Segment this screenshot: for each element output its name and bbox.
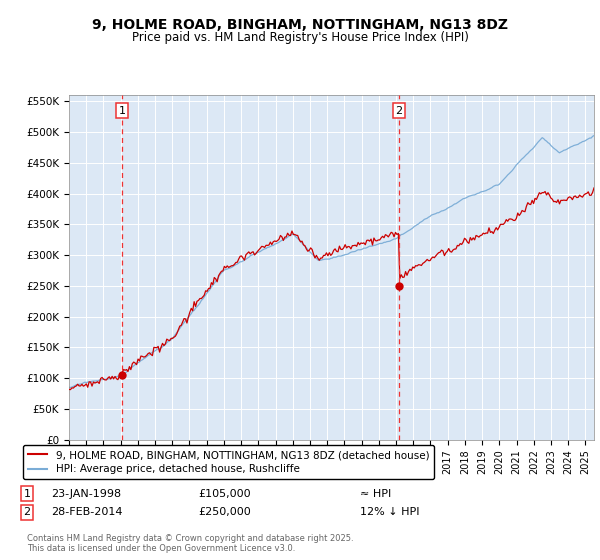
Text: 1: 1 (23, 489, 31, 499)
Text: 28-FEB-2014: 28-FEB-2014 (51, 507, 122, 517)
Legend: 9, HOLME ROAD, BINGHAM, NOTTINGHAM, NG13 8DZ (detached house), HPI: Average pric: 9, HOLME ROAD, BINGHAM, NOTTINGHAM, NG13… (23, 445, 434, 479)
Text: 2: 2 (23, 507, 31, 517)
Text: 12% ↓ HPI: 12% ↓ HPI (360, 507, 419, 517)
Text: Price paid vs. HM Land Registry's House Price Index (HPI): Price paid vs. HM Land Registry's House … (131, 31, 469, 44)
Text: Contains HM Land Registry data © Crown copyright and database right 2025.
This d: Contains HM Land Registry data © Crown c… (27, 534, 353, 553)
Text: £105,000: £105,000 (198, 489, 251, 499)
Text: 9, HOLME ROAD, BINGHAM, NOTTINGHAM, NG13 8DZ: 9, HOLME ROAD, BINGHAM, NOTTINGHAM, NG13… (92, 18, 508, 32)
Text: 2: 2 (395, 106, 403, 115)
Text: ≈ HPI: ≈ HPI (360, 489, 391, 499)
Text: 23-JAN-1998: 23-JAN-1998 (51, 489, 121, 499)
Text: £250,000: £250,000 (198, 507, 251, 517)
Text: 1: 1 (118, 106, 125, 115)
